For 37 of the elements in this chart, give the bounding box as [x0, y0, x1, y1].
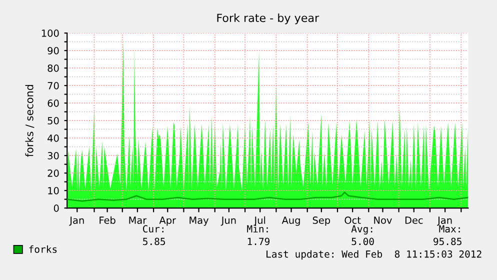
x-tick-label: Mar	[129, 216, 147, 224]
x-tick-label: Aug	[282, 216, 300, 226]
y-tick-label: 60	[48, 100, 59, 107]
x-tick-label: May	[190, 216, 209, 226]
y-tick-label: 10	[48, 187, 59, 194]
y-tick-label: 0	[54, 204, 59, 212]
x-tick-label: Dec	[405, 216, 423, 224]
y-tick-label: 50	[48, 117, 59, 124]
x-tick-label: Jul	[254, 216, 266, 226]
x-tick-label: Jun	[220, 216, 236, 226]
y-tick-label: 40	[48, 134, 59, 142]
text: Avg:	[351, 225, 372, 234]
x-tick-label: Sep	[312, 216, 330, 226]
text: Last update: Wed Feb 8 11:15:03 2012	[266, 250, 482, 260]
text: Min:	[247, 225, 268, 232]
legend-label: forks	[29, 245, 57, 253]
text: 1.79	[248, 238, 270, 246]
y-tick-label: 100	[42, 30, 59, 37]
line-series	[67, 192, 468, 202]
y-axis-title: forks / second	[25, 84, 34, 157]
x-tick-label: Oct	[344, 216, 361, 224]
y-tick-label: 90	[48, 47, 59, 54]
text: 5.85	[143, 238, 165, 246]
text: Max:	[439, 225, 460, 233]
y-tick-label: 30	[48, 152, 59, 160]
chart-title: Fork rate - by year	[217, 13, 320, 24]
y-tick-label: 80	[48, 64, 59, 72]
text: Cur:	[143, 225, 164, 233]
x-tick-label: Apr	[159, 216, 176, 226]
text: 95.85	[434, 238, 462, 246]
x-tick-label: Jan	[69, 216, 84, 226]
x-tick-label: Feb	[100, 216, 116, 224]
y-tick-label: 70	[48, 82, 59, 90]
x-tick-label: Nov	[374, 216, 392, 224]
x-tick-label: Jan	[437, 216, 452, 226]
y-tick-label: 20	[48, 170, 59, 177]
text: 5.00	[352, 238, 374, 246]
